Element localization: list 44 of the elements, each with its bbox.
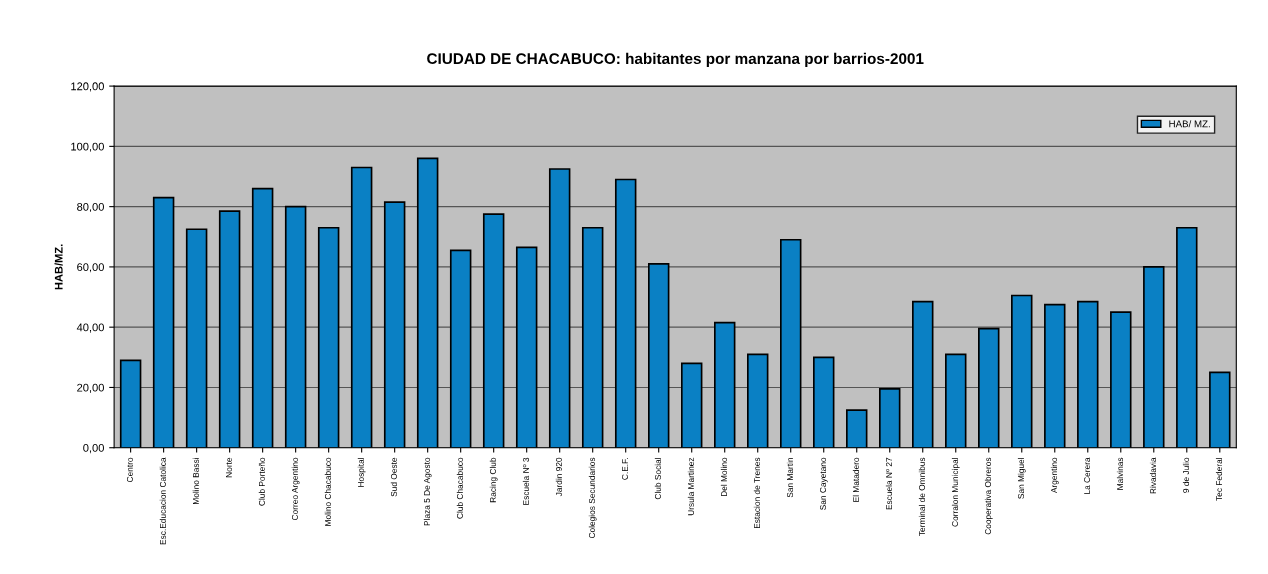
x-tick-label: Hospital [357,458,366,487]
x-tick-label: La Cerera [1084,457,1091,494]
y-tick-label: 100,00 [71,142,104,152]
y-tick-label: 60,00 [77,263,104,273]
y-tick-label: 0,00 [83,443,104,454]
y-tick-label: 40,00 [76,323,104,333]
x-tick-label: Esc.Educacion Catolica [159,457,166,545]
x-tick-label: Correo Argentino [291,457,300,521]
x-tick-label: San Miguel [1017,458,1026,499]
x-tick-label: Argentino [1050,457,1059,494]
x-tick-label: Racing Club [489,457,498,503]
y-tick-label: 80,00 [77,202,104,213]
x-tick-label: El Matadero [852,457,859,502]
x-tick-label: C.E.F. [622,458,628,480]
x-tick-label: Del Molino [720,457,727,497]
x-tick-label: Tec Federal [1215,458,1223,501]
x-tick-label: Club Social [654,458,661,500]
x-tick-label: Terminal de Omnibus [918,457,925,536]
chart-title: CIUDAD DE CHACABUCO: habitantes por manzana por barrios-2001 [427,52,924,68]
x-tick-label: Cooperativa Obreros [984,457,993,535]
x-tick-label: Colegios Secundarios [588,457,597,539]
x-tick-label: Norte [226,457,232,478]
x-tick-label: Escuela Nº 3 [522,457,529,505]
x-tick-label: San Cayetano [820,457,828,510]
x-tick-label: Club Porteño [258,457,265,506]
x-tick-label: Malvinas [1116,457,1124,490]
x-tick-label: Centro [126,457,133,483]
y-axis-title: HAB/MZ. [54,244,63,290]
x-tick-label: Molino Chacabuco [324,457,331,526]
x-tick-label: Estacion de Trenes [753,457,760,529]
x-tick-label: Rivadavia [1149,457,1157,494]
x-tick-label: 9 de Julio [1182,457,1190,493]
x-tick-label: Ursula Martinez [687,457,694,516]
x-tick-label: San Martin [786,457,793,498]
x-tick-label: Sud Oeste [390,457,397,497]
x-tick-label: Jardin 920 [555,457,562,497]
y-tick-label: 20,00 [77,383,104,393]
x-tick-label: Plaza 5 De Agosto [423,457,432,526]
y-tick-label: 120,00 [71,82,104,92]
x-tick-label: Molino Bassi [192,458,199,504]
x-tick-label: Club Chacabuco [456,457,463,519]
legend-label: HAB/ MZ. [1169,120,1210,128]
x-tick-label: Corralon Municipal [951,458,960,527]
x-tick-label: Escuela Nº 27 [885,457,892,510]
